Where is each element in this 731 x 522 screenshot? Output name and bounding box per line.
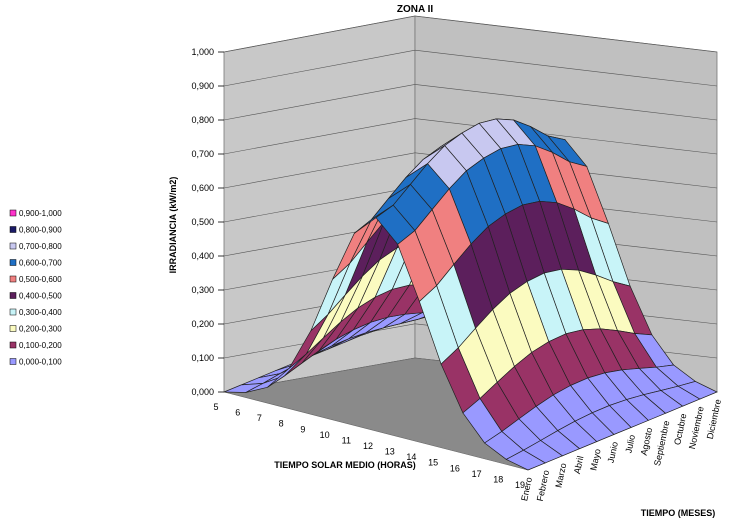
z-tick-label: 0,000 bbox=[191, 387, 214, 397]
legend-box bbox=[3, 203, 91, 377]
gridline-left bbox=[223, 152, 416, 189]
legend-swatch bbox=[9, 308, 17, 316]
hour-tick-label: 6 bbox=[235, 408, 240, 418]
gridline-right bbox=[414, 49, 718, 87]
hour-tick-label: 9 bbox=[300, 424, 305, 434]
legend-swatch bbox=[9, 226, 17, 233]
z-axis-ticks: 0,000 0,100 0,200 0,300 0,400 0,500 0,600 0,700… bbox=[191, 47, 224, 397]
hour-tick-label: 8 bbox=[279, 419, 284, 429]
month-tick-label: Octubre bbox=[672, 413, 688, 446]
month-tick-label: Junio bbox=[606, 441, 620, 464]
legend-label: 0,600-0,700 bbox=[19, 259, 62, 268]
legend-label: 0,400-0,500 bbox=[19, 292, 62, 301]
legend-swatch bbox=[9, 275, 17, 283]
legend-swatch bbox=[9, 259, 17, 266]
hour-tick-label: 5 bbox=[213, 402, 218, 412]
month-tick-label: Abril bbox=[572, 455, 586, 475]
month-tick-label: Agosto bbox=[639, 427, 655, 456]
gridline-left bbox=[223, 186, 416, 223]
legend-swatch bbox=[9, 325, 17, 332]
z-tick-label: 0,500 bbox=[191, 217, 214, 227]
month-tick-label: Mayo bbox=[588, 448, 602, 472]
month-tick-label: Enero bbox=[519, 476, 534, 502]
month-tick-label: Febrero bbox=[535, 469, 551, 502]
chart-title: ZONA II bbox=[397, 4, 434, 15]
legend-swatch bbox=[9, 292, 17, 299]
gridline-left bbox=[223, 118, 416, 155]
month-tick-label: Septiembre bbox=[652, 420, 671, 467]
hour-axis-ticks: 5 6 7 8 9 10 11 12 13 14 15 16 17 18 19 bbox=[213, 402, 525, 490]
legend-label: 0,100-0,200 bbox=[19, 341, 62, 350]
legend-swatch bbox=[9, 209, 17, 217]
hour-tick-label: 17 bbox=[472, 469, 482, 479]
hour-tick-label: 15 bbox=[428, 458, 438, 468]
hour-tick-label: 10 bbox=[320, 430, 330, 440]
z-tick-label: 0,800 bbox=[191, 115, 214, 125]
gridline-left bbox=[223, 84, 416, 121]
z-tick-label: 0,700 bbox=[191, 149, 214, 159]
legend-label: 0,700-0,800 bbox=[19, 242, 62, 251]
month-tick-label: Diciembre bbox=[705, 398, 723, 440]
legend-label: 0,900-1,000 bbox=[19, 209, 62, 218]
hour-tick-label: 12 bbox=[363, 441, 373, 451]
legend-swatch bbox=[9, 242, 17, 250]
legend-label: 0,500-0,600 bbox=[19, 275, 62, 284]
hour-tick-label: 13 bbox=[385, 447, 395, 457]
hour-tick-label: 14 bbox=[406, 452, 416, 462]
z-axis-label: IRRADIANCIA (kW/m2) bbox=[168, 177, 178, 274]
month-tick-label: Julio bbox=[623, 434, 637, 454]
z-tick-label: 0,600 bbox=[191, 183, 214, 193]
gridline-right bbox=[414, 118, 718, 155]
hour-tick-label: 11 bbox=[342, 435, 351, 445]
legend-label: 0,300-0,400 bbox=[19, 308, 62, 317]
z-tick-label: 0,400 bbox=[191, 251, 214, 261]
surface-cell bbox=[505, 449, 546, 471]
hour-tick-label: 19 bbox=[515, 480, 525, 490]
z-tick-label: 0,300 bbox=[191, 285, 214, 295]
gridline-left bbox=[223, 15, 416, 53]
z-tick-label: 0,200 bbox=[191, 319, 214, 329]
legend-label: 0,200-0,300 bbox=[19, 325, 62, 334]
month-tick-label: Marzo bbox=[553, 462, 568, 489]
legend-swatch bbox=[9, 358, 17, 365]
z-tick-label: 0,900 bbox=[191, 81, 214, 91]
x-axis-label: TIEMPO SOLAR MEDIO (HORAS) bbox=[274, 460, 416, 470]
legend: 0,900-1,000 0,800-0,900 0,700-0,800 0,600-0… bbox=[3, 203, 91, 377]
irradiance-surface bbox=[223, 118, 718, 471]
hour-tick-label: 18 bbox=[493, 474, 503, 484]
y-axis-label: TIEMPO (MESES) bbox=[641, 508, 716, 518]
legend-label: 0,000-0,100 bbox=[19, 358, 62, 367]
gridline-left bbox=[223, 49, 416, 87]
z-tick-label: 1,000 bbox=[191, 47, 214, 57]
legend-label: 0,800-0,900 bbox=[19, 226, 62, 235]
hour-tick-label: 7 bbox=[257, 413, 262, 423]
hour-tick-label: 16 bbox=[450, 463, 460, 473]
gridline-right bbox=[414, 84, 718, 121]
month-tick-label: Noviembre bbox=[687, 405, 706, 450]
gridline-right bbox=[414, 15, 718, 53]
z-tick-label: 0,100 bbox=[191, 353, 214, 363]
legend-swatch bbox=[9, 341, 17, 349]
